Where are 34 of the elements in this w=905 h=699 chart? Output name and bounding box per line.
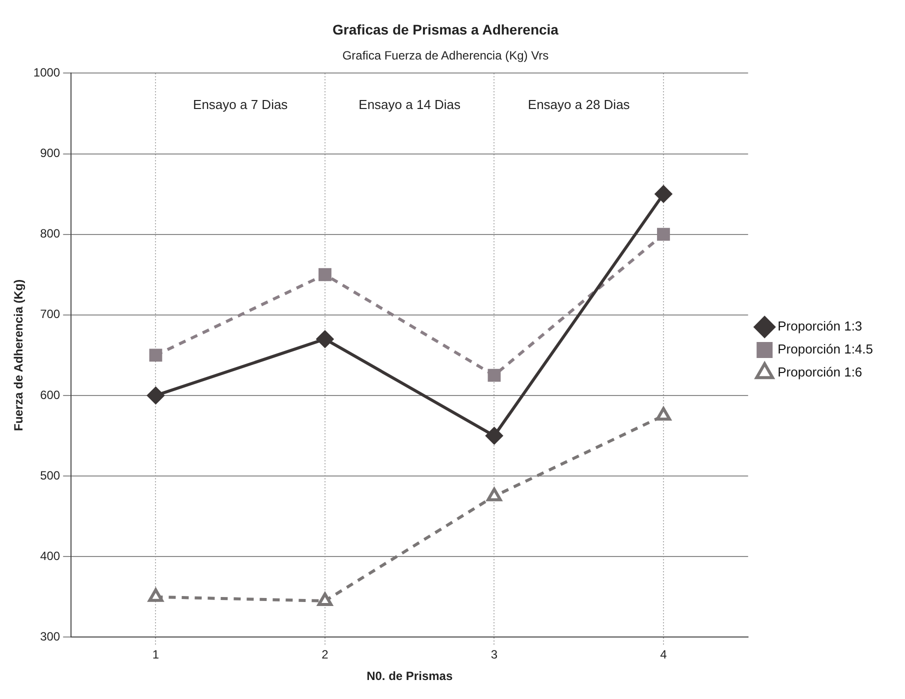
- chart-title: Graficas de Prismas a Adherencia: [332, 21, 559, 38]
- point: [149, 348, 162, 362]
- point: [147, 386, 164, 404]
- y-tick-label: 500: [40, 468, 60, 482]
- legend-label: Proporción 1:6: [778, 364, 862, 380]
- y-tick-label: 300: [40, 630, 60, 644]
- annotation: Ensayo a 28 Dias: [528, 96, 630, 112]
- x-tick-label: 1: [152, 648, 160, 662]
- legend-label: Proporción 1:3: [778, 318, 862, 334]
- point: [654, 186, 672, 203]
- point: [317, 592, 333, 606]
- annotation: Ensayo a 14 Dias: [358, 96, 462, 112]
- x-tick-label: 4: [660, 648, 668, 662]
- x-tick-label: 2: [322, 648, 329, 662]
- y-tick-label: 700: [40, 307, 60, 322]
- point: [488, 368, 501, 382]
- point: [316, 330, 334, 348]
- y-tick-label: 900: [40, 146, 60, 160]
- point: [657, 228, 670, 241]
- point: [148, 588, 164, 602]
- y-axis-title: Fuerza de Adherencia (Kg): [12, 279, 26, 431]
- y-tick-label: 600: [40, 388, 60, 402]
- point: [656, 407, 672, 421]
- annotation: Ensayo a 7 Dias: [193, 96, 288, 112]
- x-tick-label: 3: [490, 648, 498, 662]
- chart-subtitle: Grafica Fuerza de Adherencia (Kg) Vrs: [342, 48, 549, 62]
- x-axis-title: N0. de Prismas: [366, 669, 453, 684]
- y-tick-label: 800: [40, 226, 60, 241]
- point: [318, 268, 332, 282]
- legend-label: Proporción 1:4.5: [778, 342, 874, 357]
- y-tick-label: 400: [40, 548, 60, 563]
- y-tick-label: 1000: [33, 66, 60, 80]
- point: [486, 427, 503, 444]
- point: [486, 488, 502, 502]
